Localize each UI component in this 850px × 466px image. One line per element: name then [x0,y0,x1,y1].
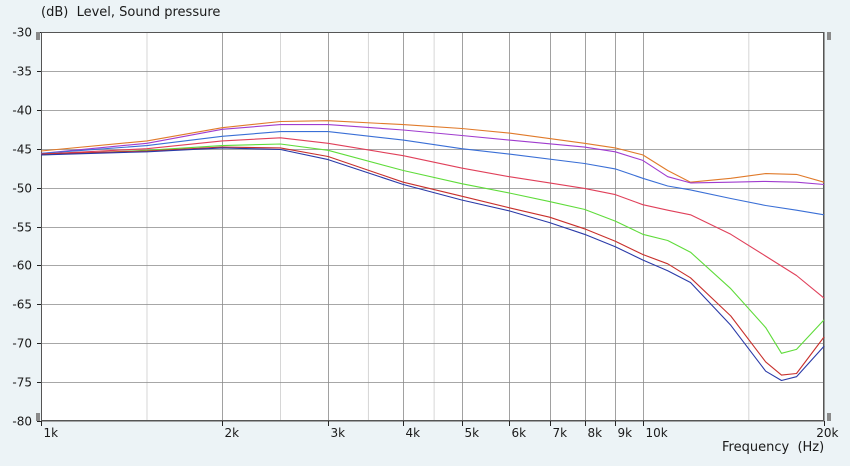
y-axis-top-handle [36,32,40,40]
series-line-3 [40,131,825,216]
y-axis-bottom-handle [36,413,40,421]
y-tick-label: -70 [12,337,32,351]
x-tick-label: 20k [816,426,838,440]
series-line-1 [40,120,825,183]
y-tick-label: -75 [12,376,32,390]
x-axis-label: Frequency (Hz) [722,440,824,455]
chart-title: (dB) Level, Sound pressure [41,5,220,20]
y-tick-label: -30 [12,26,32,40]
x-tick-label: 7k [553,426,568,440]
plot-area [41,32,824,421]
y-tick-label: -40 [12,104,32,118]
y-tick-label: -50 [12,182,32,196]
x-axis-unit: (Hz) [797,440,825,455]
x-tick-label: 2k [225,426,240,440]
x-tick-label: 5k [465,426,480,440]
x-tick-label: 10k [646,426,668,440]
y-axis-right-top-handle [827,32,831,40]
chart-title-text: Level, Sound pressure [76,5,221,20]
y-tick-label: -65 [12,298,32,312]
series-line-4 [40,137,825,299]
plot-border [41,32,824,421]
x-tick-label: 4k [406,426,421,440]
x-tick-label: 1k [44,426,59,440]
y-tick-label: -60 [12,259,32,273]
series-line-6 [40,146,825,376]
y-tick-label: -55 [12,221,32,235]
series-line-7 [40,147,825,382]
x-tick-label: 9k [618,426,633,440]
x-tick-label: 8k [588,426,603,440]
y-tick-label: -45 [12,143,32,157]
x-tick-label: 3k [331,426,346,440]
y-tick-label: -80 [12,415,32,429]
series-line-2 [40,124,825,186]
y-tick-label: -35 [12,65,32,79]
y-axis-right-bottom-handle [827,413,831,421]
y-unit-label: (dB) [41,5,69,20]
x-axis-name: Frequency [722,440,790,455]
series-line-5 [40,143,825,354]
x-tick-label: 6k [512,426,527,440]
